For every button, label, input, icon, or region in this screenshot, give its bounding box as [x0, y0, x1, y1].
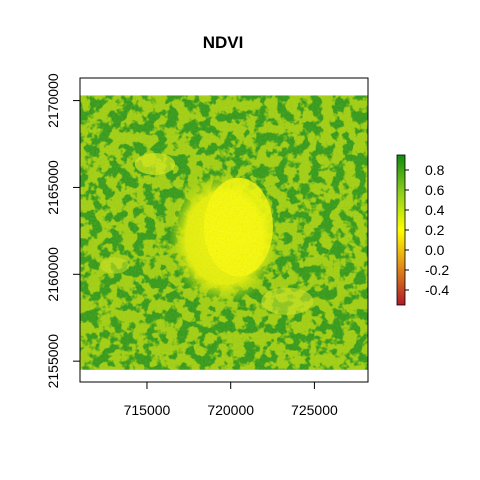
ndvi-raster: [80, 95, 368, 370]
x-tick-label: 725000: [291, 402, 338, 418]
map-title: NDVI: [203, 33, 244, 52]
legend-tick-label: 0.2: [425, 222, 445, 238]
x-tick-label: 715000: [124, 402, 171, 418]
legend-tick-label: 0.0: [425, 242, 445, 258]
y-tick-label: 2155000: [45, 334, 61, 389]
legend-tick-label: 0.8: [425, 162, 445, 178]
y-axis: 2155000 2160000 2165000 2170000: [45, 73, 81, 389]
legend-tick-label: 0.4: [425, 202, 445, 218]
color-legend: 0.8 0.6 0.4 0.2 0.0 -0.2 -0.4: [396, 154, 449, 306]
x-axis: 715000 720000 725000: [124, 381, 338, 418]
y-tick-label: 2160000: [45, 247, 61, 302]
legend-tick-label: -0.4: [425, 282, 449, 298]
legend-color-bar: [397, 155, 405, 305]
legend-tick-label: -0.2: [425, 262, 449, 278]
y-tick-label: 2170000: [45, 73, 61, 128]
raster-texture: [80, 95, 368, 370]
legend-tick-label: 0.6: [425, 182, 445, 198]
x-tick-label: 720000: [207, 402, 254, 418]
y-tick-label: 2165000: [45, 160, 61, 215]
